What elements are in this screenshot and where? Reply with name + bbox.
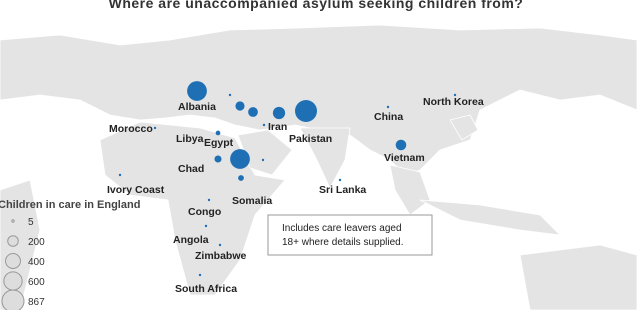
country-label: South Africa	[175, 283, 237, 295]
bubble[interactable]	[187, 81, 207, 101]
bubble[interactable]	[272, 106, 286, 120]
country-label: Vietnam	[384, 152, 425, 164]
country-label: Morocco	[109, 123, 153, 135]
legend-title: Children in care in England	[0, 199, 140, 211]
country-label: Albania	[178, 101, 216, 113]
bubble[interactable]	[228, 93, 232, 97]
legend-swatch	[11, 219, 15, 223]
country-label: Pakistan	[289, 133, 332, 145]
country-label: Egypt	[204, 137, 234, 149]
country-label: Iran	[268, 121, 287, 133]
legend-label: 600	[28, 277, 45, 288]
bubble[interactable]	[453, 93, 457, 97]
legend-swatch	[7, 235, 19, 247]
note-text: Includes care leavers aged	[282, 223, 402, 234]
country-label: Chad	[178, 163, 204, 175]
bubble[interactable]	[204, 224, 208, 228]
bubble[interactable]	[207, 198, 211, 202]
bubble[interactable]	[218, 243, 222, 247]
bubble[interactable]	[386, 105, 390, 109]
bubble[interactable]	[153, 126, 157, 130]
country-labels: Albania Morocco Libya Egypt Iran Pakista…	[107, 96, 484, 295]
note: Includes care leavers aged 18+ where det…	[267, 214, 433, 256]
bubble[interactable]	[198, 273, 202, 277]
note-box	[267, 214, 433, 256]
country-label: North Korea	[423, 96, 484, 108]
legend-label: 400	[28, 257, 45, 268]
legend-items: 5 200 400 600 867	[1, 217, 45, 310]
bubbles	[118, 81, 457, 277]
country-label: Ivory Coast	[107, 184, 165, 196]
legend-swatch	[1, 289, 25, 310]
bubble[interactable]	[262, 123, 266, 127]
legend-swatch	[3, 271, 23, 291]
bubble[interactable]	[118, 173, 122, 177]
country-label: Congo	[188, 206, 221, 218]
legend-label: 200	[28, 237, 45, 248]
bubble[interactable]	[235, 101, 245, 111]
land	[0, 24, 637, 310]
bubble[interactable]	[338, 178, 342, 182]
legend-label: 5	[28, 217, 34, 228]
legend-label: 867	[28, 297, 45, 308]
country-label: Somalia	[232, 195, 272, 207]
bubble[interactable]	[395, 139, 407, 151]
note-text: 18+ where details supplied.	[282, 237, 403, 248]
country-label: Angola	[173, 234, 209, 246]
bubble[interactable]	[261, 158, 265, 162]
bubble[interactable]	[248, 107, 258, 117]
bubble[interactable]	[230, 149, 250, 169]
map-title: Where are unaccompanied asylum seeking c…	[109, 0, 524, 11]
country-label: China	[374, 111, 403, 123]
country-label: Sri Lanka	[319, 184, 366, 196]
bubble[interactable]	[238, 175, 244, 181]
bubble[interactable]	[295, 100, 317, 122]
country-label: Libya	[176, 133, 204, 145]
legend: Children in care in England 5 200 400 600 86…	[0, 199, 140, 310]
country-label: Zimbabwe	[195, 250, 247, 262]
bubble[interactable]	[214, 155, 222, 163]
legend-swatch	[5, 253, 21, 269]
bubble[interactable]	[215, 130, 221, 136]
